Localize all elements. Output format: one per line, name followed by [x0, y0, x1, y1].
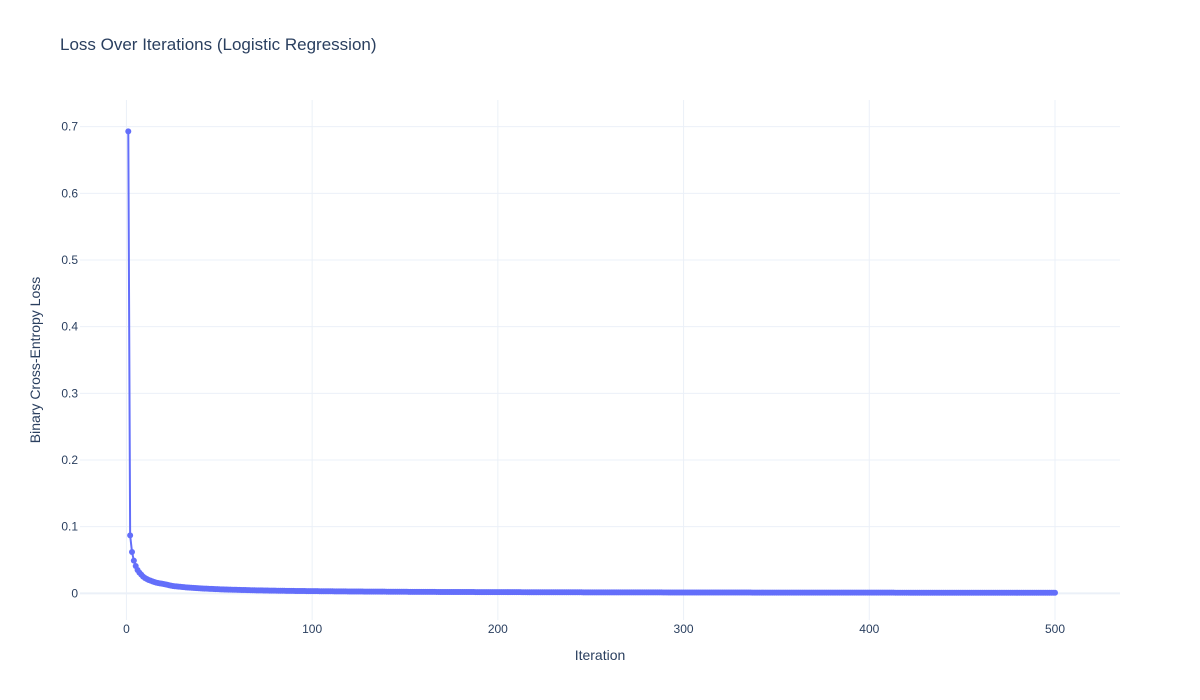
tick-layer: 0 100 200 300 400 500 0 0.1 0.2 0.3 0.4 0.5 0.6 0.7	[61, 120, 1065, 636]
data-point	[130, 557, 137, 564]
chart-title: Loss Over Iterations (Logistic Regressio…	[60, 35, 377, 54]
series-layer	[125, 128, 1058, 596]
data-point	[129, 549, 135, 555]
series-line	[127, 131, 1056, 594]
x-tick-label: 300	[674, 622, 694, 636]
y-axis-title: Binary Cross-Entropy Loss	[27, 277, 43, 444]
y-tick-label: 0.7	[61, 120, 78, 134]
x-tick-label: 500	[1045, 622, 1065, 636]
data-point	[125, 128, 132, 135]
x-tick-label: 400	[859, 622, 879, 636]
y-tick-label: 0.4	[61, 320, 78, 334]
x-tick-label: 200	[488, 622, 508, 636]
grid-layer	[80, 100, 1120, 620]
y-tick-label: 0	[71, 586, 78, 600]
y-tick-label: 0.5	[61, 253, 78, 267]
x-tick-label: 100	[302, 622, 322, 636]
y-tick-label: 0.6	[61, 186, 78, 200]
y-tick-label: 0.3	[61, 386, 78, 400]
data-point	[127, 532, 134, 539]
data-point	[1052, 589, 1058, 596]
y-tick-label: 0.2	[61, 453, 78, 467]
x-tick-label: 0	[123, 622, 130, 636]
x-axis-title: Iteration	[575, 647, 626, 663]
y-tick-label: 0.1	[61, 520, 78, 534]
